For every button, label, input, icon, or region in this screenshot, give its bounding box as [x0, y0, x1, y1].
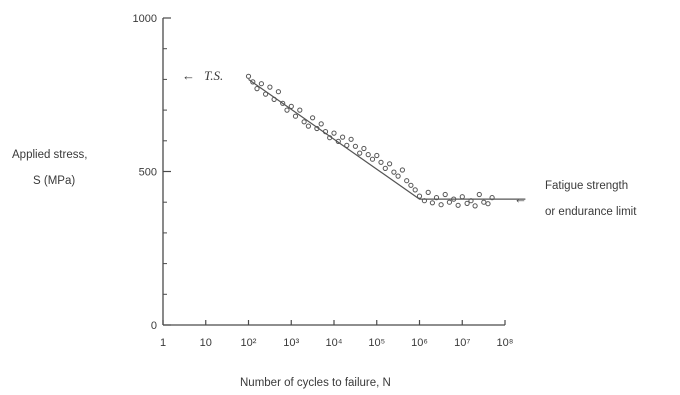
data-point [464, 200, 470, 206]
data-point [301, 119, 307, 125]
x-tick-label: 10⁶ [411, 337, 428, 349]
x-tick-label: 1 [160, 337, 166, 349]
data-point [280, 100, 286, 106]
data-point [369, 156, 376, 162]
data-point [335, 138, 341, 144]
data-point [245, 73, 252, 79]
data-point [391, 169, 397, 175]
y-tick-label: 1000 [133, 13, 157, 25]
x-tick-label: 10⁴ [326, 337, 343, 349]
y-axis-label-line1: Applied stress, [12, 149, 87, 161]
data-point [404, 178, 410, 184]
data-point [446, 199, 452, 205]
data-point [327, 135, 333, 141]
data-point [429, 200, 435, 206]
x-axis-label: Number of cycles to failure, N [240, 377, 391, 389]
data-point [275, 89, 281, 95]
data-point [344, 142, 350, 148]
data-point [433, 195, 440, 201]
y-axis-label-line2: S (MPa) [33, 175, 75, 187]
data-point [387, 161, 393, 167]
data-point [288, 103, 294, 110]
x-tick-label: 10 [200, 337, 212, 349]
data-point [365, 152, 371, 158]
data-point [485, 201, 491, 207]
x-tick-label: 10³ [283, 337, 299, 349]
data-point [310, 115, 316, 121]
y-axis-ticks: 0 500 1000 [133, 13, 171, 332]
arrow-left-icon: ← [182, 68, 195, 83]
data-point [284, 107, 290, 113]
data-point [267, 84, 273, 90]
data-point [271, 96, 277, 103]
data-point [472, 203, 478, 209]
data-point [305, 123, 311, 129]
data-point [361, 145, 367, 152]
data-point [263, 91, 269, 97]
y-minor-ticks [163, 48, 167, 295]
data-point [416, 193, 423, 199]
data-point [297, 107, 303, 113]
data-point [352, 143, 358, 149]
data-points [245, 73, 495, 209]
data-point [425, 189, 431, 195]
data-point [438, 202, 444, 208]
x-tick-label: 10⁷ [454, 337, 470, 349]
data-point [340, 134, 346, 140]
data-point [481, 199, 487, 205]
data-point [489, 195, 495, 201]
fit-line [248, 78, 526, 200]
fatigue-strength-label-line2: or endurance limit [545, 206, 637, 218]
data-point [250, 79, 256, 85]
data-point [258, 81, 264, 87]
data-point [412, 187, 418, 193]
data-point [314, 125, 320, 132]
data-point [318, 121, 324, 127]
data-point [374, 152, 380, 159]
arrow-left-icon: ← [514, 191, 527, 206]
data-point [395, 173, 401, 179]
data-point [476, 191, 482, 198]
x-tick-label: 10⁵ [368, 337, 385, 349]
data-point [468, 198, 474, 204]
data-point [399, 167, 405, 173]
fatigue-strength-label-line1: Fatigue strength [545, 180, 628, 192]
data-point [292, 113, 299, 119]
data-point [459, 194, 465, 200]
data-point [348, 136, 354, 142]
data-point [322, 129, 329, 135]
data-point [331, 130, 337, 136]
data-point [408, 182, 414, 188]
tensile-strength-label: T.S. [204, 68, 223, 83]
data-point [451, 196, 457, 202]
data-point [357, 150, 363, 156]
data-point [382, 165, 388, 171]
y-tick-label: 0 [151, 320, 157, 332]
data-point [378, 159, 384, 165]
x-tick-label: 10² [241, 337, 257, 349]
x-tick-label: 10⁸ [497, 337, 514, 349]
data-point [254, 86, 260, 92]
y-tick-label: 500 [139, 167, 157, 179]
data-point [421, 198, 427, 204]
x-axis-ticks: 1 10 10² 10³ 10⁴ 10⁵ 10⁶ 10⁷ 10⁸ [160, 320, 514, 349]
data-point [442, 191, 448, 198]
data-point [455, 202, 461, 208]
